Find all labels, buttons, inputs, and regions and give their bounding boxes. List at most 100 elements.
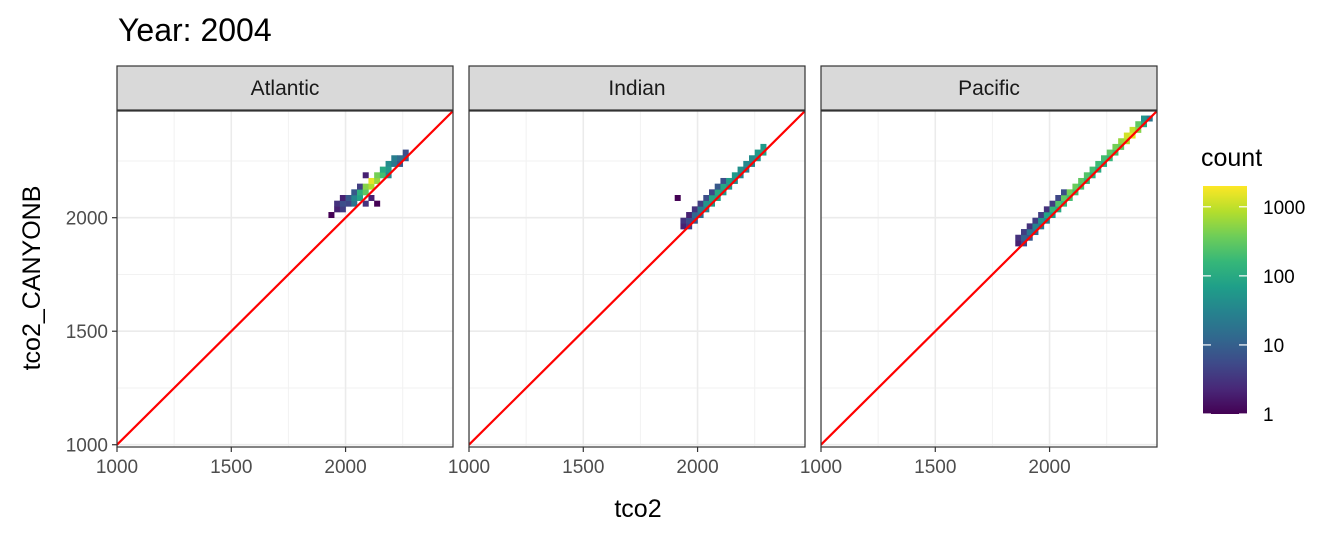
bin-cell [720, 183, 727, 190]
identity-line [117, 111, 453, 446]
legend-tick-label: 1 [1263, 405, 1274, 426]
bin-cell [1083, 172, 1090, 179]
facet-strip [820, 65, 1158, 111]
bin-cell [362, 200, 369, 207]
panel-border [820, 110, 1158, 448]
bin-cell [1038, 217, 1045, 224]
bin-cell [351, 200, 358, 207]
chart-title: Year: 2004 [118, 12, 272, 48]
bin-cell [1061, 195, 1068, 201]
bin-cell [391, 160, 398, 167]
facet-strip [468, 65, 806, 111]
bin-cell [1043, 212, 1050, 219]
y-tick-label: 2000 [66, 209, 108, 230]
bin-cell [1061, 189, 1068, 196]
bin-cell [1055, 200, 1062, 207]
bin-cell [754, 149, 761, 156]
bin-cell [1049, 200, 1056, 207]
bin-cell [1038, 212, 1045, 219]
bin-cell [397, 155, 404, 162]
x-tick-label: 1500 [562, 457, 604, 478]
bin-cell [328, 212, 335, 219]
x-tick-label: 2000 [676, 457, 718, 478]
bin-cell [720, 177, 727, 184]
bin-cell [691, 212, 698, 219]
bin-cell [731, 172, 738, 179]
bin-cell [697, 206, 704, 213]
bin-cell [1026, 229, 1033, 236]
bin-cell [1049, 206, 1056, 213]
panel-pacific: Pacific 1000 1500 2000 [800, 65, 1158, 478]
x-tick-label: 1000 [800, 457, 842, 478]
bin-cell [362, 172, 369, 179]
bin-cell [351, 189, 358, 196]
bin-cell [379, 166, 386, 173]
bin-cell [362, 189, 369, 196]
bin-cell [680, 223, 687, 230]
y-axis: 1000 1500 2000 [66, 209, 117, 457]
bin-cell [703, 200, 710, 207]
bin-cell [339, 200, 346, 207]
legend-tick-label: 100 [1263, 267, 1295, 288]
color-legend: count 1 10 100 1000 [1201, 144, 1305, 426]
bin-cell [726, 177, 733, 184]
x-tick-label: 2000 [1028, 457, 1070, 478]
bin-cell [334, 206, 341, 213]
bin-cell [362, 183, 369, 190]
identity-line [821, 111, 1157, 446]
bin-cell [345, 195, 352, 201]
bin-cell [697, 200, 704, 207]
bin-cell [1078, 177, 1085, 184]
bin-cell [743, 160, 750, 167]
bin-cell [374, 200, 381, 207]
bin-cell [1043, 206, 1050, 213]
bin-cell [709, 189, 716, 196]
facet-strip-label: Pacific [958, 77, 1020, 100]
bin-cell [339, 206, 346, 213]
bin-cell [1112, 143, 1119, 150]
bin-cell [1129, 126, 1136, 133]
bin-cell [703, 195, 710, 201]
bin-cell [339, 195, 346, 201]
legend-colorbar [1203, 186, 1247, 414]
bin-cell [674, 195, 681, 201]
facet-strip [116, 65, 454, 111]
panel-indian: Indian 1000 1500 2000 [448, 65, 806, 478]
bin-cell [709, 195, 716, 201]
x-axis-title: tco2 [614, 495, 661, 523]
x-tick-label: 1500 [914, 457, 956, 478]
y-axis-title: tco2_CANYONB [18, 186, 46, 371]
bin-cell [686, 217, 693, 224]
bin-cell [691, 206, 698, 213]
panel-border [468, 110, 806, 448]
bin-cell [1032, 223, 1039, 230]
bin-cell [1123, 132, 1130, 139]
facet-strip-label: Atlantic [251, 77, 320, 100]
bin-cell [714, 183, 721, 190]
bin-cell [1072, 183, 1079, 190]
bin-cell [391, 155, 398, 162]
bin-cell [385, 166, 392, 173]
bin-cell [1055, 195, 1062, 201]
bin-cell [1135, 121, 1142, 128]
bin-cell [714, 189, 721, 196]
x-tick-label: 1000 [448, 457, 490, 478]
bin-cell [385, 160, 392, 167]
identity-line [469, 111, 805, 446]
legend-tick-label: 10 [1263, 336, 1284, 357]
bin-cell [357, 189, 364, 196]
legend-title: count [1201, 144, 1262, 172]
y-tick-label: 1000 [66, 436, 108, 457]
bin-cell [368, 195, 375, 201]
facet-strip-label: Indian [608, 77, 665, 100]
bin-cell [1089, 166, 1096, 173]
bin-cell [374, 172, 381, 179]
bin-cell [334, 200, 341, 207]
bin-cell [1106, 149, 1113, 156]
legend-ticks: 1 10 100 1000 [1203, 198, 1305, 426]
x-tick-label: 2000 [324, 457, 366, 478]
bin-cell [760, 143, 767, 150]
x-tick-label: 1000 [96, 457, 138, 478]
